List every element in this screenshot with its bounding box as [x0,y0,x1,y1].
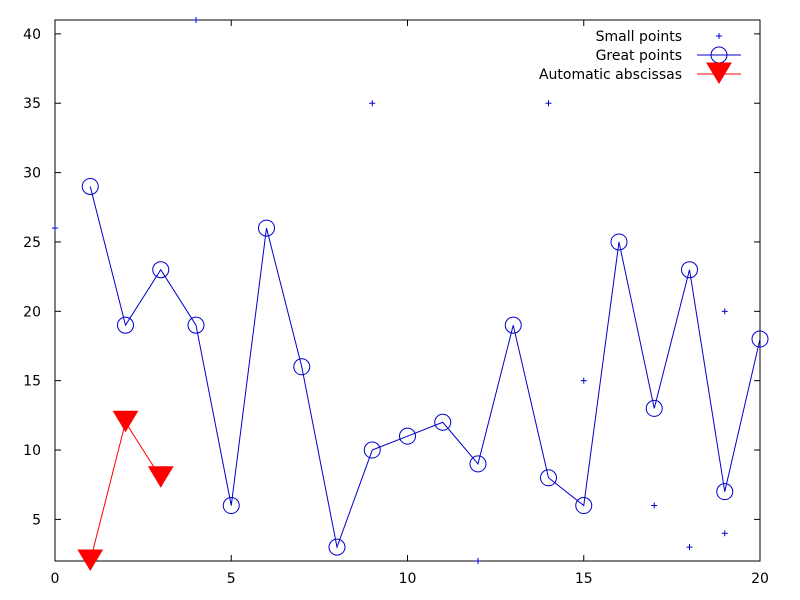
data-point [610,233,628,251]
series-line [89,186,761,549]
data-point [222,497,240,515]
data-point [751,330,769,348]
y-tick-label: 35 [23,96,41,112]
y-tick-label: 20 [23,304,41,320]
data-point [686,544,693,551]
data-point [363,441,381,459]
data-point [369,100,376,107]
y-tick-label: 30 [23,166,41,182]
data-point [193,17,199,23]
data-point [580,377,587,384]
x-tick-label: 10 [399,571,417,587]
legend-marker-sample [716,33,722,39]
y-tick-label: 10 [23,443,41,459]
data-point [112,410,139,433]
data-point [716,483,734,501]
axes: 0 5 10 15 20 5 10 15 20 25 30 35 40 [23,20,769,587]
y-tick-label: 40 [23,27,41,43]
data-point [434,413,452,431]
data-point [77,549,104,571]
data-point [152,261,170,279]
legend-marker-sample [706,62,732,84]
y-tick-label: 15 [23,374,41,390]
data-point [52,225,58,232]
legend-entry: Small points [596,29,722,45]
data-point [575,497,593,515]
data-point [293,358,311,376]
x-tick-label: 0 [51,571,60,587]
series-layer [52,17,769,571]
data-point [504,316,522,334]
x-tick-label: 20 [751,571,769,587]
data-point [540,469,557,487]
data-point [651,502,658,509]
series-line [89,421,162,562]
series-1 [81,177,769,556]
data-point [147,466,174,488]
legend-entry: Great points [596,46,741,64]
data-point [117,316,134,334]
data-point [258,219,275,237]
y-tick-label: 25 [23,235,41,251]
data-point [475,558,481,564]
series-0 [52,17,728,564]
data-point [721,530,728,537]
legend-label: Automatic abscissas [539,67,682,83]
data-point [187,316,205,334]
legend-label: Great points [596,48,682,64]
series-2 [77,410,174,571]
y-tick-label: 5 [32,512,41,528]
data-point [399,427,416,445]
x-tick-label: 5 [227,571,236,587]
data-point [545,100,552,107]
data-point [469,455,487,473]
data-point [645,399,663,417]
data-point [721,308,728,315]
legend-label: Small points [596,29,682,45]
data-point [328,538,346,556]
data-point [81,177,99,195]
data-point [681,261,698,279]
legend-entry: Automatic abscissas [539,62,741,84]
legend: Small points Great points Automatic abscis… [539,29,741,84]
x-tick-label: 15 [575,571,593,587]
